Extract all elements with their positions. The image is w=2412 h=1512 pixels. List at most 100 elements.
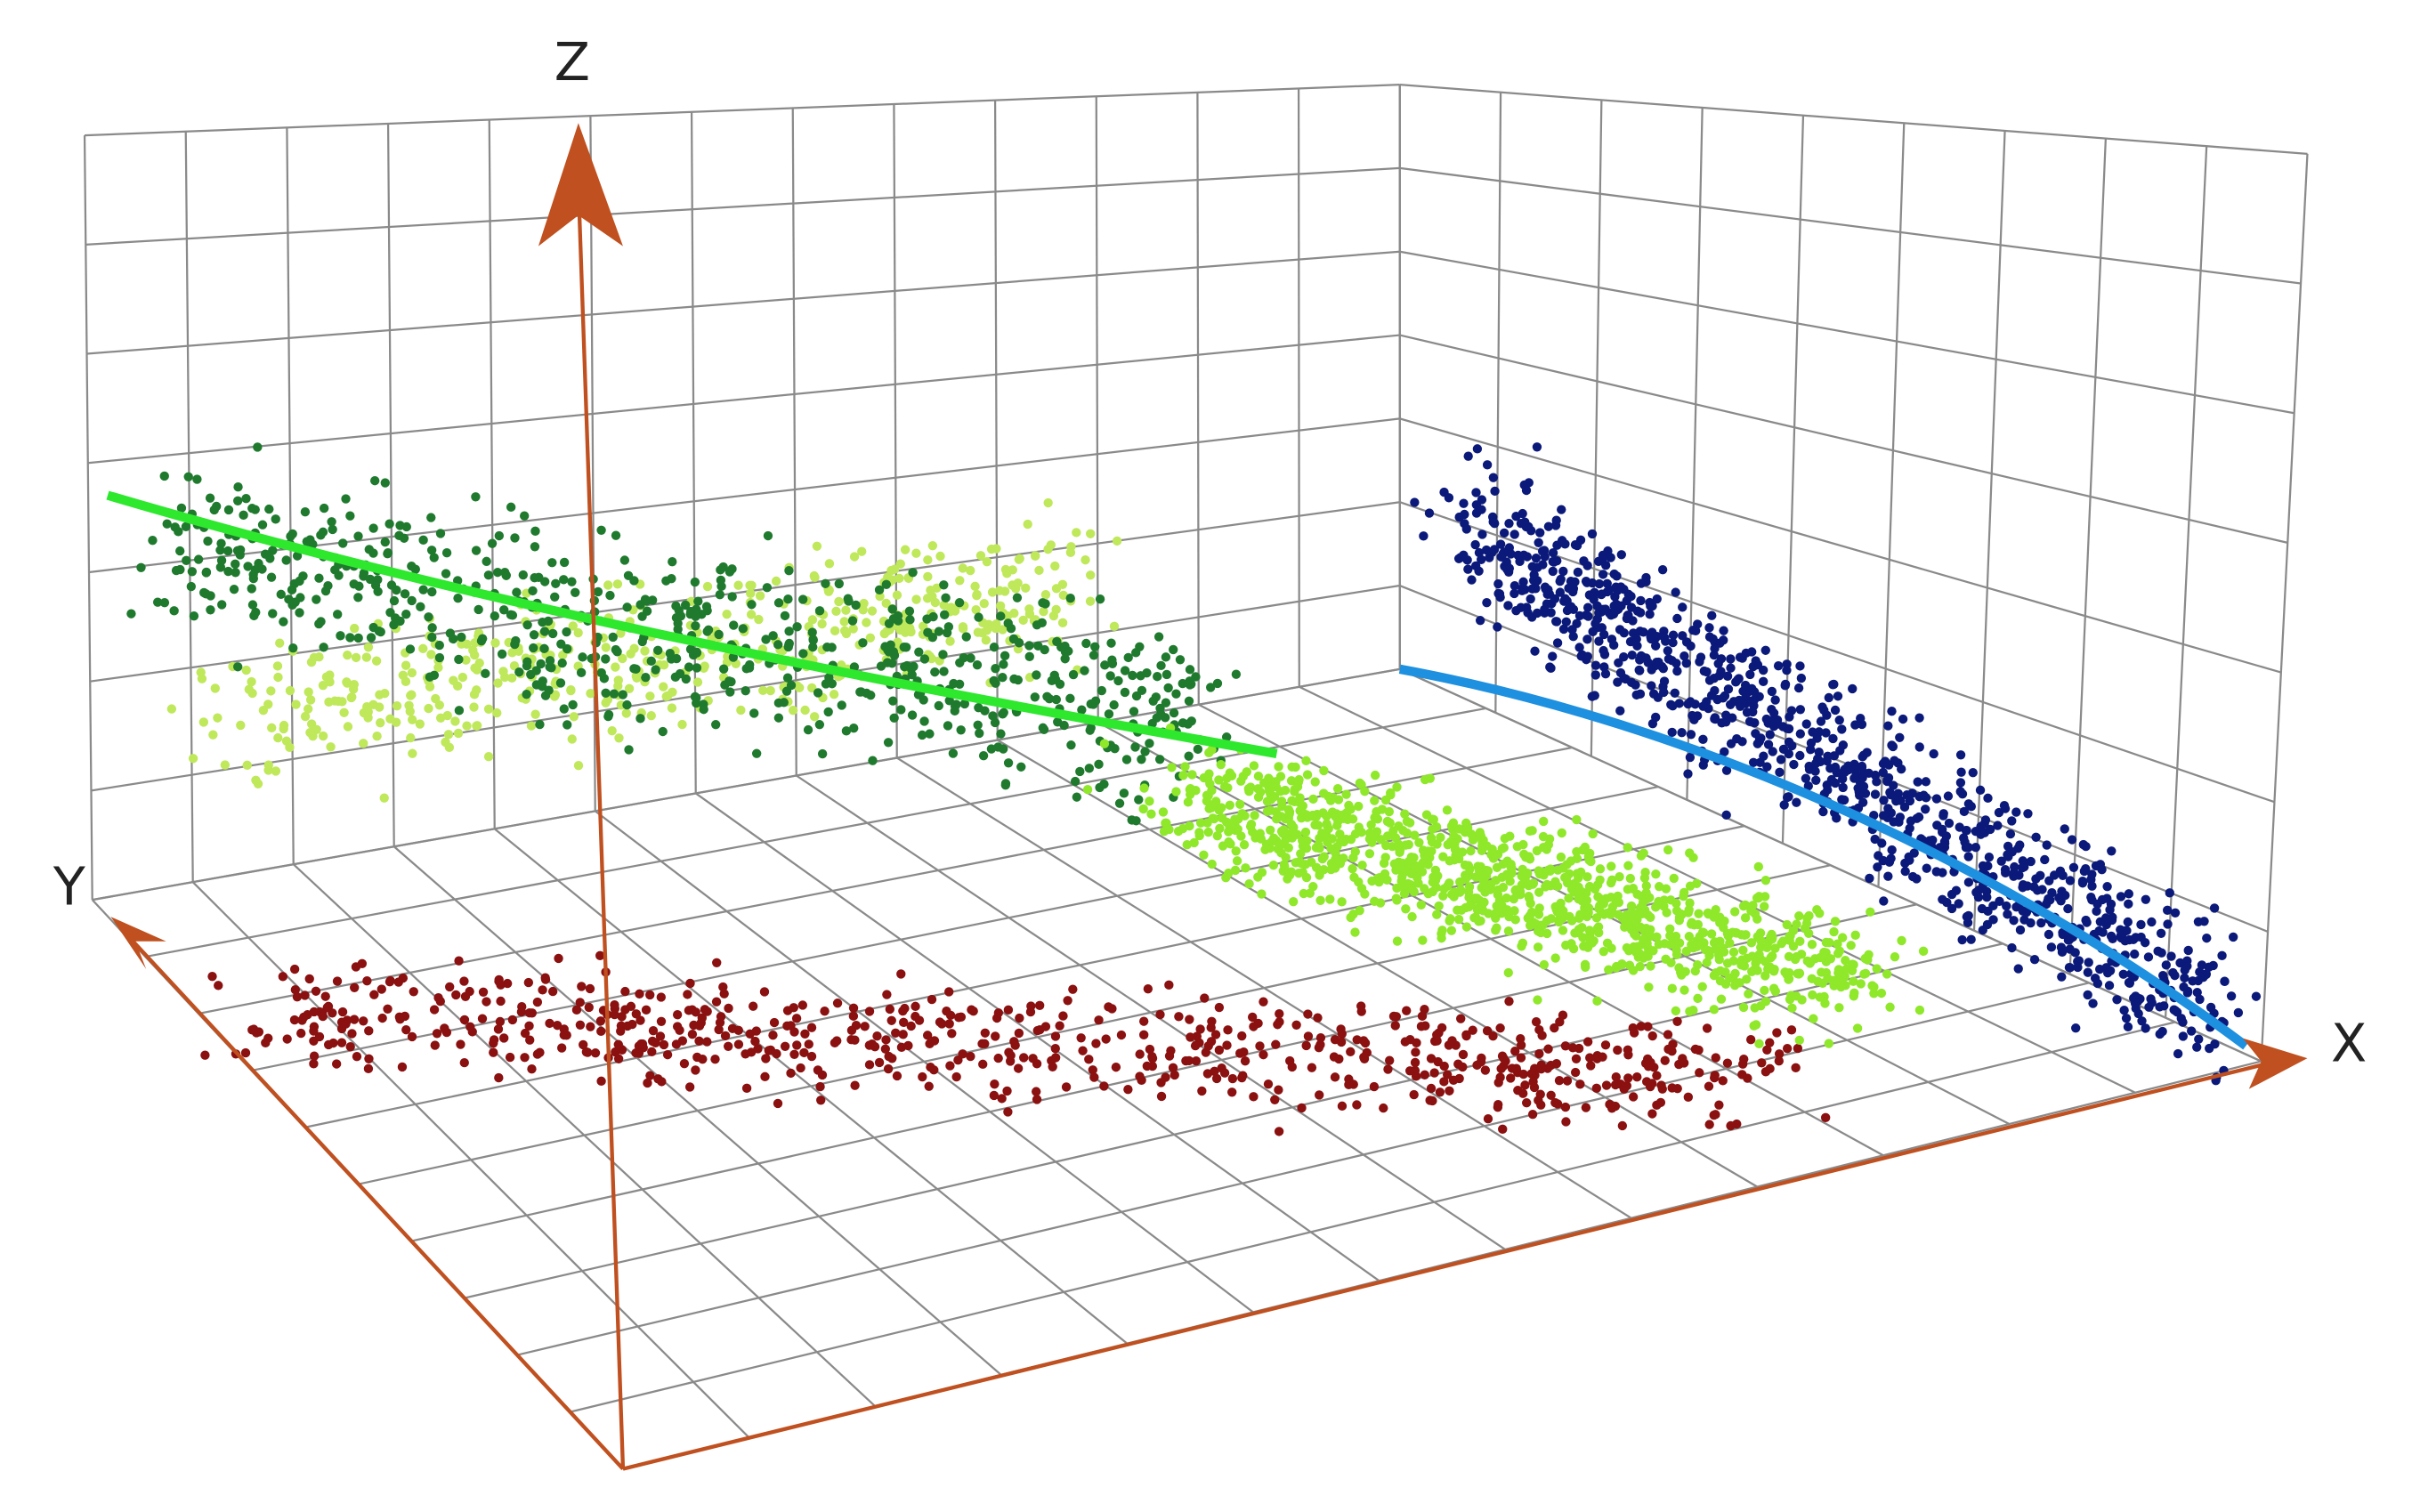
point	[1855, 790, 1865, 800]
point	[1307, 811, 1317, 821]
point	[1785, 932, 1794, 942]
point	[1449, 892, 1459, 902]
point	[1760, 875, 1771, 885]
point	[2140, 937, 2150, 948]
point	[1380, 853, 1390, 862]
point	[1050, 561, 1060, 571]
point	[2105, 966, 2116, 975]
point	[681, 674, 692, 684]
point	[758, 685, 768, 696]
point	[605, 590, 615, 601]
point	[1504, 518, 1514, 529]
point	[900, 1003, 910, 1014]
point	[631, 664, 641, 675]
point	[1143, 983, 1153, 994]
point	[1931, 794, 1942, 804]
point	[1095, 594, 1105, 604]
point	[645, 1071, 655, 1080]
point	[1846, 941, 1856, 950]
point	[1813, 976, 1823, 987]
point	[945, 1061, 955, 1071]
point	[2057, 972, 2067, 982]
point	[1668, 637, 1678, 648]
point	[1335, 829, 1345, 839]
point	[1526, 1069, 1536, 1079]
point	[1651, 902, 1661, 912]
point	[1223, 1025, 1233, 1035]
point	[1663, 1030, 1673, 1039]
point	[1837, 795, 1847, 805]
point	[867, 606, 878, 616]
point	[1599, 629, 1609, 640]
point	[1130, 742, 1140, 752]
point	[1325, 894, 1335, 904]
point	[1752, 739, 1762, 748]
point	[223, 505, 234, 515]
point	[2000, 865, 2011, 875]
point	[1013, 578, 1023, 588]
point	[1532, 442, 1542, 452]
point	[1521, 853, 1531, 862]
point	[727, 1023, 738, 1033]
point	[148, 536, 158, 546]
point	[300, 990, 310, 1000]
point	[1681, 946, 1691, 957]
point	[1024, 651, 1034, 662]
y-axis	[121, 929, 625, 1471]
point	[1897, 935, 1906, 946]
grid-line	[463, 942, 2003, 1299]
point	[595, 950, 605, 961]
point	[751, 748, 762, 758]
point	[1568, 604, 1579, 614]
z-arrow	[538, 123, 623, 247]
point	[779, 698, 789, 707]
point	[883, 738, 894, 748]
point	[1628, 1092, 1639, 1102]
point	[1722, 958, 1733, 968]
point	[251, 775, 261, 785]
point	[1685, 752, 1696, 763]
point	[2206, 1002, 2216, 1013]
point	[2199, 917, 2209, 926]
point	[1792, 919, 1801, 929]
point	[979, 599, 989, 609]
point	[1811, 775, 1821, 785]
point	[196, 667, 206, 677]
point	[1301, 756, 1311, 766]
point	[380, 688, 390, 699]
point	[899, 1017, 909, 1028]
point	[448, 634, 458, 644]
point	[712, 958, 722, 967]
point	[1257, 889, 1267, 899]
point	[1711, 904, 1720, 915]
point	[1028, 1054, 1038, 1063]
point	[1457, 847, 1468, 857]
point	[1572, 853, 1582, 863]
point	[1203, 1041, 1213, 1051]
point	[1770, 695, 1780, 705]
point	[1116, 1030, 1127, 1040]
point	[691, 621, 700, 631]
point	[441, 548, 452, 558]
point	[499, 605, 509, 615]
point	[527, 1064, 537, 1074]
point	[2220, 976, 2230, 987]
point	[670, 672, 681, 683]
point	[2005, 829, 2016, 839]
point	[1588, 829, 1598, 839]
point	[559, 704, 569, 714]
point	[2045, 895, 2055, 905]
point	[1674, 699, 1684, 708]
point	[1652, 932, 1662, 942]
point	[1504, 563, 1515, 573]
point	[1878, 811, 1889, 821]
point	[2070, 948, 2080, 958]
point	[1042, 691, 1052, 701]
point	[691, 1065, 700, 1075]
point	[659, 682, 668, 691]
point	[783, 594, 793, 604]
point	[982, 557, 992, 567]
point	[1084, 764, 1095, 773]
point	[893, 637, 902, 647]
point	[471, 492, 481, 502]
